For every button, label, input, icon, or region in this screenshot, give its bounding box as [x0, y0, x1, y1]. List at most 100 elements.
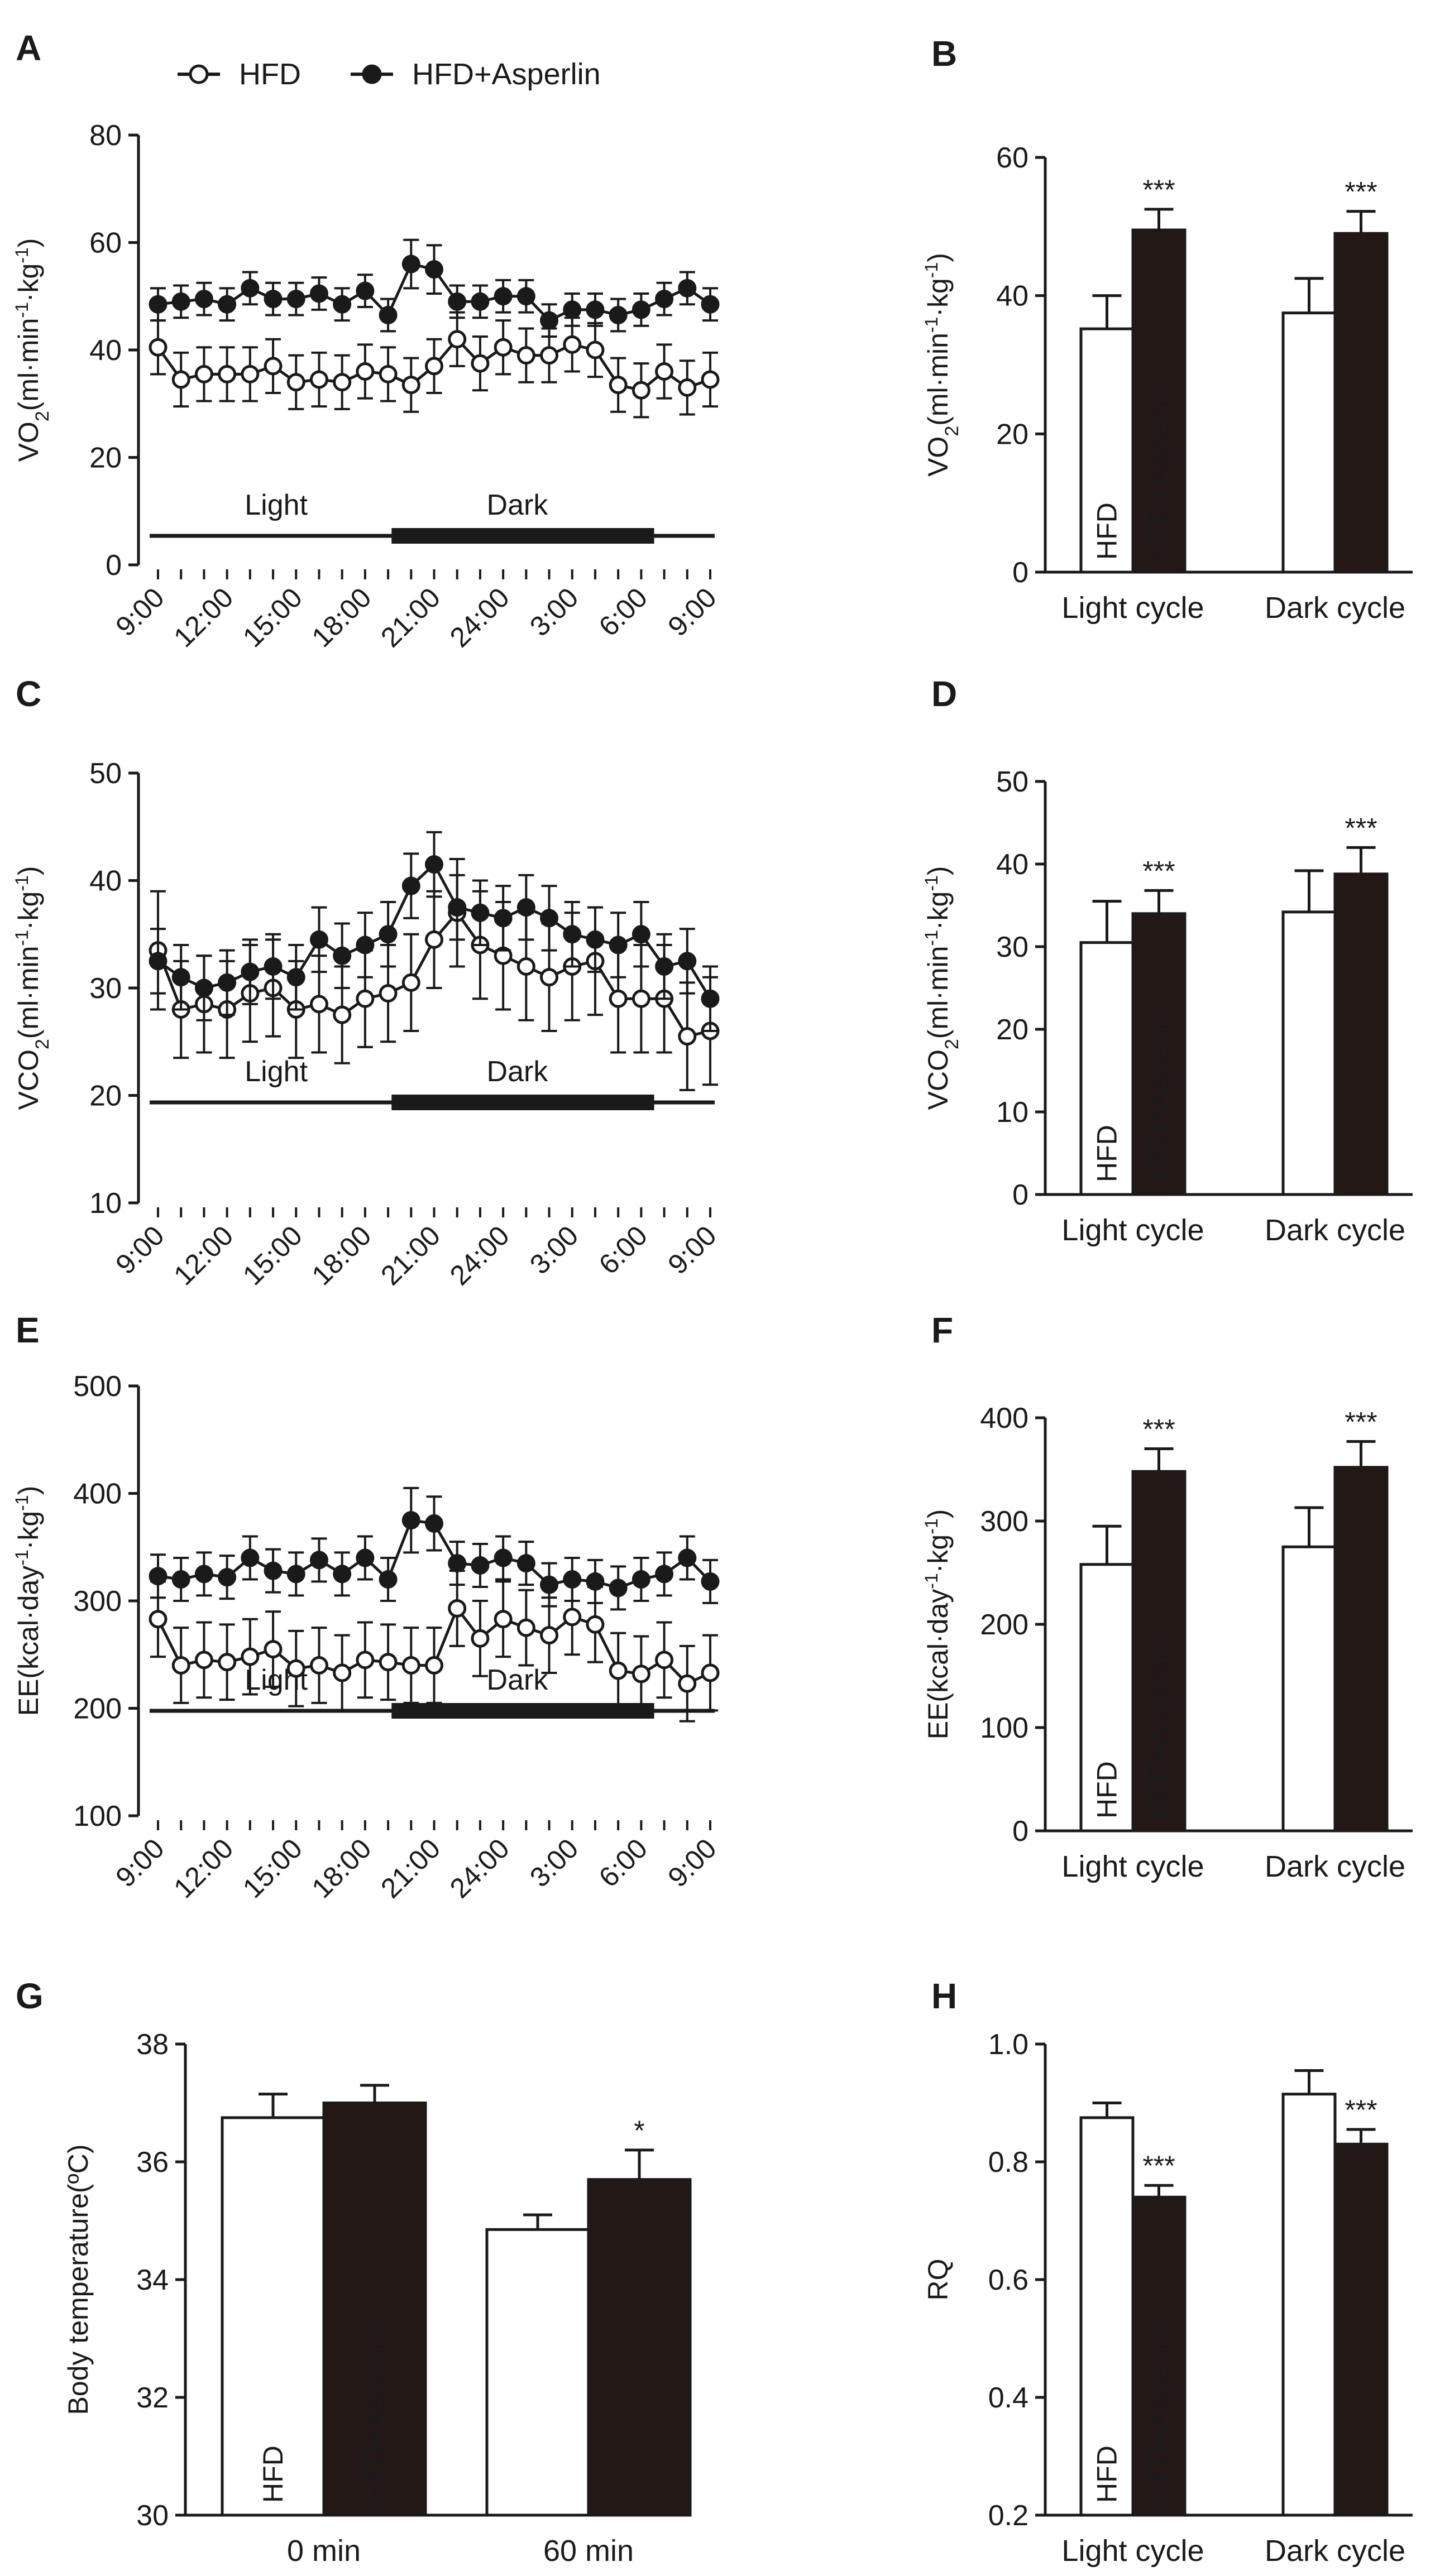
panel-g-bar-text-hfd: HFD — [257, 2445, 289, 2503]
panel-e-data-point — [401, 1511, 420, 1530]
panel-b-y-axis-label: VO2(ml·min-1·kg-1) — [921, 253, 963, 477]
panel-e-data-point — [356, 1548, 375, 1567]
legend-hfd-label: HFD — [239, 57, 301, 91]
panel-c-data-point — [540, 909, 559, 928]
panel-c-data-point — [333, 946, 352, 965]
panel-h-category-label: Light cycle — [1061, 2534, 1204, 2568]
panel-e-data-point — [586, 1572, 605, 1591]
panel-e-data-point — [171, 1656, 190, 1675]
panel-a-data-point — [632, 300, 650, 319]
panel-g-error-bar — [259, 2093, 288, 2118]
panel-a-data-point — [356, 281, 375, 300]
panel-e-x-tick-label: 6:00 — [593, 1833, 653, 1893]
panel-e-data-point — [171, 1570, 190, 1589]
panel-d-bar-text-hfd: HFD — [1092, 1125, 1123, 1182]
panel-b-bar-hfd — [1281, 311, 1337, 574]
legend-hfd-marker — [189, 64, 209, 84]
panel-a-series-asperlin — [149, 238, 720, 338]
panel-c-x-tick-label: 3:00 — [524, 1220, 584, 1280]
panel-a-dark-label: Dark — [487, 489, 549, 521]
panel-e-x-tick-label: 9:00 — [662, 1833, 722, 1893]
panel-e-data-point — [471, 1629, 490, 1648]
panel-h-bar-hfd — [1079, 2116, 1135, 2517]
panel-c-data-point — [494, 909, 513, 928]
panel-e-x-tick-label: 3:00 — [524, 1833, 584, 1893]
panel-d-category-label: Light cycle — [1061, 1213, 1204, 1247]
panel-e-x-tick-label: 24:00 — [444, 1833, 515, 1904]
panel-c-data-point — [678, 952, 697, 971]
panel-e-data-point — [194, 1651, 213, 1670]
panel-a-data-point — [701, 295, 720, 314]
panel-c-data-point — [516, 957, 535, 976]
panel-c-y-axis-label: VCO2(ml·min-1·kg-1) — [12, 866, 53, 1110]
panel-c-data-point — [609, 936, 628, 954]
panel-a-data-point — [494, 338, 513, 357]
panel-f-y-tick-label: 200 — [980, 1609, 1028, 1641]
panel-a-data-point — [194, 364, 213, 383]
panel-e-x-tick-label: 15:00 — [237, 1833, 308, 1904]
panel-a-data-point — [333, 373, 352, 392]
panel-g-significance-label: * — [634, 2115, 644, 2146]
legend: HFD HFD+Asperlin — [178, 57, 601, 91]
panel-c-x-tick-label: 18:00 — [306, 1220, 377, 1291]
panel-d-bar-asperlin — [1131, 912, 1187, 1196]
legend-asp-label: HFD+Asperlin — [412, 57, 601, 91]
panel-c-data-point — [632, 989, 650, 1008]
panel-a-data-point — [241, 279, 260, 298]
panel-c-x-tick-label: 12:00 — [168, 1220, 239, 1291]
panel-e-data-point — [218, 1568, 237, 1587]
panel-e-y-tick-label: 400 — [73, 1478, 122, 1510]
panel-a-data-point — [194, 290, 213, 309]
panel-c-x-tick-label: 15:00 — [237, 1220, 308, 1291]
panel-g-y-tick-label: 34 — [136, 2264, 169, 2296]
panel-c-data-point — [264, 957, 283, 976]
panel-a-y-tick-label: 0 — [106, 549, 122, 582]
panel-c-data-point — [309, 930, 328, 949]
panel-e-x-tick-label: 21:00 — [375, 1833, 446, 1904]
panel-a-data-point — [264, 290, 283, 309]
panel-h-bar-chart: 0.2 0.4 0.6 0.8 1.0 RQ Light cycle HFD *** HFD+As… — [922, 2028, 1413, 2568]
panel-d-significance-label: *** — [1142, 855, 1175, 886]
panel-letter-a: A — [16, 28, 41, 68]
panel-d-bar-chart: 0 10 20 30 40 50 VCO2(ml·min-1·kg-1) Light cycl… — [921, 766, 1413, 1247]
panel-a-x-tick-label: 12:00 — [168, 582, 239, 653]
panel-e-data-point — [632, 1570, 650, 1589]
panel-d-error-bar — [1144, 889, 1174, 914]
panel-f-bar-hfd — [1281, 1545, 1337, 1833]
panel-e-x-tick-label: 18:00 — [306, 1833, 377, 1904]
panel-a-data-point — [264, 357, 283, 376]
panel-g-category-label: 0 min — [287, 2534, 361, 2568]
panel-b-bar-chart: 0 20 40 60 VO2(ml·min-1·kg-1) Light cycle HFD *… — [921, 142, 1413, 625]
panel-letter-d: D — [931, 674, 957, 714]
panel-a-data-point — [609, 376, 628, 395]
panel-a-data-point — [609, 305, 628, 324]
panel-b-bar-text-asperlin: HFD+Asperlin — [1144, 385, 1175, 560]
panel-e-data-point — [701, 1572, 720, 1591]
panel-c-data-point — [241, 962, 260, 981]
panel-f-bar-asperlin — [1333, 1466, 1389, 1833]
panel-e-data-point — [241, 1548, 260, 1567]
panel-f-y-tick-label: 400 — [980, 1402, 1028, 1435]
panel-e-data-point — [264, 1561, 283, 1580]
panel-c-x-tick-label: 6:00 — [593, 1220, 653, 1280]
panel-e-data-point — [516, 1618, 535, 1637]
panel-c-data-point — [218, 973, 237, 992]
panel-e-data-point — [655, 1565, 674, 1584]
panel-c-data-point — [563, 925, 582, 944]
panel-a-data-point — [356, 362, 375, 381]
panel-e-series-hfd — [149, 1570, 720, 1723]
panel-h-error-bar — [1092, 2102, 1122, 2118]
panel-f-bar-text-asperlin: HFD+Asperlin — [1144, 1644, 1175, 1819]
panel-f-error-bar — [1092, 1524, 1122, 1565]
panel-a-data-point — [425, 260, 443, 279]
panel-e-data-point — [494, 1548, 513, 1567]
panel-f-error-bar — [1346, 1440, 1376, 1467]
panel-a-data-point — [678, 378, 697, 397]
panel-a-data-point — [379, 364, 398, 383]
panel-f-y-tick-label: 0 — [1012, 1815, 1028, 1848]
panel-f-category-label: Dark cycle — [1265, 1850, 1405, 1883]
panel-e-y-tick-label: 500 — [73, 1370, 122, 1403]
panel-e-data-point — [425, 1656, 443, 1675]
panel-f-y-tick-label: 300 — [980, 1505, 1028, 1538]
panel-g-category-label: 60 min — [543, 2534, 634, 2568]
